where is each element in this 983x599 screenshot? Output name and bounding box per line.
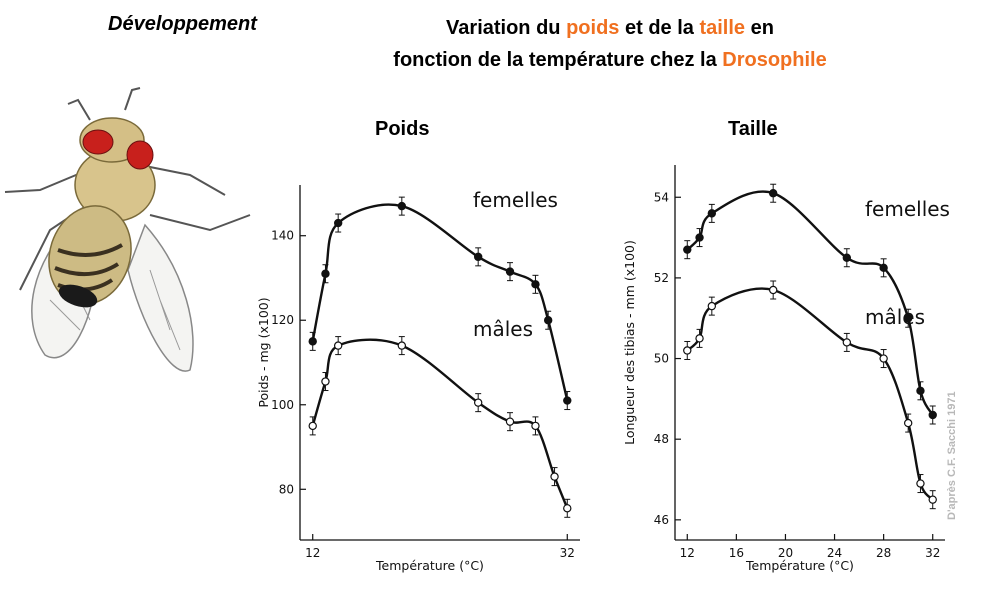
title-accent-drosophile: Drosophile (722, 49, 827, 71)
x-tick-label: 16 (729, 546, 744, 560)
title-part-1: Variation du (446, 17, 567, 39)
data-point (321, 269, 330, 278)
data-point (707, 301, 717, 311)
data-point (903, 314, 913, 323)
title-accent-poids: poids (566, 17, 620, 39)
data-point (879, 263, 888, 273)
x-axis-label: Température (°C) (375, 558, 484, 573)
y-tick-label: 80 (279, 482, 294, 496)
x-tick-label: 24 (827, 546, 842, 560)
data-point (842, 338, 852, 347)
data-point (842, 253, 852, 262)
chart-title-poids: Poids (375, 118, 430, 140)
x-axis-label: Température (°C) (745, 558, 854, 573)
y-tick-label: 52 (654, 271, 669, 285)
series-line-males (311, 338, 569, 509)
title-part-5: en (745, 17, 774, 39)
title-part-3: et de la (619, 17, 700, 39)
y-tick-label: 100 (271, 398, 294, 412)
data-point (333, 218, 343, 228)
data-point (768, 189, 778, 198)
data-point (550, 472, 559, 481)
y-tick-label: 120 (271, 313, 294, 327)
y-tick-label: 48 (654, 432, 669, 446)
x-tick-label: 12 (680, 546, 695, 560)
chart-title-taille: Taille (728, 118, 778, 140)
data-point (531, 280, 540, 289)
y-tick-label: 50 (654, 352, 669, 366)
y-tick-label: 46 (654, 513, 669, 527)
title-accent-taille: taille (699, 17, 746, 39)
data-point (683, 245, 692, 254)
main-title: Variation du poids et de la taille en fo… (330, 12, 890, 76)
data-point (707, 209, 717, 218)
y-axis-label: Longueur des tibias - mm (x100) (622, 240, 637, 445)
data-point (695, 334, 704, 343)
data-point (563, 396, 572, 405)
data-point (505, 267, 515, 276)
data-point (768, 285, 778, 295)
y-tick-label: 140 (271, 229, 294, 243)
x-tick-label: 20 (778, 546, 793, 560)
data-point (473, 398, 483, 407)
data-point (397, 341, 407, 350)
x-tick-label: 28 (876, 546, 891, 560)
data-point (473, 252, 483, 262)
data-point (505, 417, 515, 426)
title-part-6: fonction de la température chez la (393, 49, 723, 71)
series-label-males: mâles (865, 305, 925, 329)
data-point (928, 410, 937, 420)
data-point (879, 354, 888, 363)
chart-taille: 46 48 50 52 54 12 16 20 24 28 32 Température (°C) Lo… (622, 165, 950, 573)
data-point (928, 495, 937, 504)
data-point (916, 386, 925, 396)
data-point (397, 201, 407, 211)
y-tick-label: 54 (654, 190, 669, 204)
x-tick-label: 32 (560, 546, 575, 560)
x-tick-label: 32 (925, 546, 940, 560)
section-label: Développement (108, 13, 257, 35)
series-label-femelles: femelles (865, 197, 950, 221)
data-point (543, 316, 553, 325)
chart-poids: 80 100 120 140 12 32 Température (°C) Poids - m… (256, 185, 580, 573)
x-tick-label: 12 (305, 546, 320, 560)
data-point (563, 504, 572, 513)
series-label-femelles: femelles (473, 188, 558, 212)
data-point (531, 421, 540, 431)
data-point (903, 418, 913, 428)
data-point (308, 337, 317, 346)
data-point (308, 421, 317, 431)
data-point (321, 377, 330, 386)
data-point (683, 346, 692, 355)
data-point (695, 233, 704, 242)
data-point (916, 479, 925, 488)
y-axis-label: Poids - mg (x100) (256, 297, 271, 407)
series-label-males: mâles (473, 317, 533, 341)
data-point (333, 341, 343, 350)
